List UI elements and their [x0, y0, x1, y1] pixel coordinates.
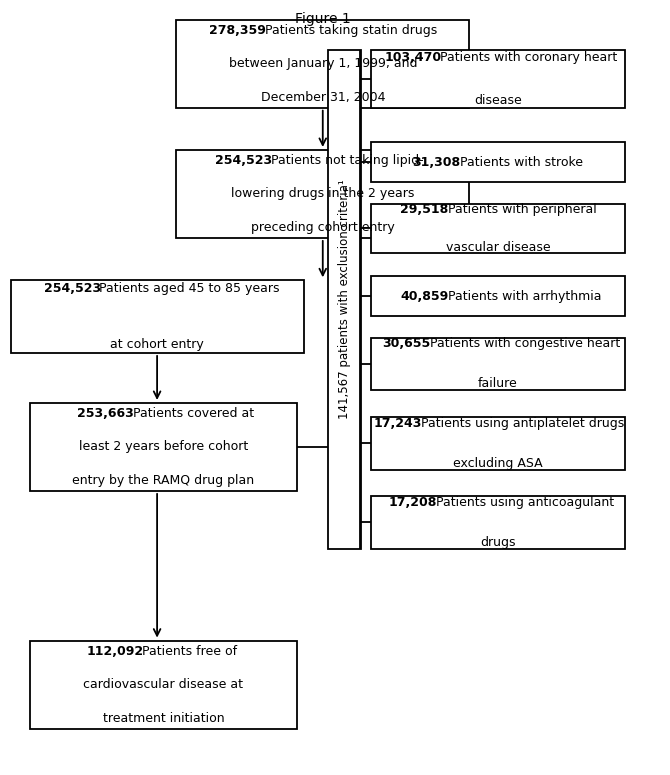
FancyBboxPatch shape	[11, 281, 304, 353]
FancyBboxPatch shape	[371, 204, 625, 253]
Text: lowering drugs in the 2 years: lowering drugs in the 2 years	[231, 188, 415, 201]
Text: 40,859: 40,859	[401, 290, 449, 303]
Text: Figure 1: Figure 1	[295, 12, 350, 26]
Text: drugs: drugs	[480, 536, 516, 549]
Text: Patients using antiplatelet drugs: Patients using antiplatelet drugs	[417, 417, 624, 430]
FancyBboxPatch shape	[371, 277, 625, 316]
FancyBboxPatch shape	[371, 50, 625, 108]
Text: 112,092: 112,092	[86, 645, 143, 657]
Text: disease: disease	[474, 95, 522, 107]
Text: least 2 years before cohort: least 2 years before cohort	[79, 440, 248, 453]
FancyBboxPatch shape	[371, 496, 625, 549]
Text: failure: failure	[478, 377, 518, 390]
Text: Patients taking statin drugs: Patients taking statin drugs	[261, 23, 437, 36]
Text: Patients with stroke: Patients with stroke	[456, 156, 584, 169]
Text: cardiovascular disease at: cardiovascular disease at	[84, 678, 243, 691]
FancyBboxPatch shape	[371, 142, 625, 182]
Text: Patients with coronary heart: Patients with coronary heart	[436, 50, 617, 64]
FancyBboxPatch shape	[176, 19, 469, 108]
Text: preceding cohort entry: preceding cohort entry	[251, 221, 395, 234]
Text: 254,523: 254,523	[44, 282, 100, 295]
Text: Patients using anticoagulant: Patients using anticoagulant	[432, 496, 614, 509]
Text: Patients with arrhythmia: Patients with arrhythmia	[444, 290, 602, 303]
Text: between January 1, 1999, and: between January 1, 1999, and	[228, 57, 417, 70]
Text: 254,523: 254,523	[215, 154, 273, 167]
FancyBboxPatch shape	[176, 150, 469, 238]
Text: vascular disease: vascular disease	[446, 241, 550, 254]
Text: Patients covered at: Patients covered at	[129, 407, 254, 420]
Text: 253,663: 253,663	[77, 407, 134, 420]
Text: 103,470: 103,470	[385, 50, 442, 64]
Text: treatment initiation: treatment initiation	[103, 711, 224, 725]
FancyBboxPatch shape	[29, 403, 297, 491]
FancyBboxPatch shape	[371, 338, 625, 390]
Text: entry by the RAMQ drug plan: entry by the RAMQ drug plan	[72, 474, 255, 487]
Text: 31,308: 31,308	[413, 156, 460, 169]
FancyBboxPatch shape	[29, 640, 297, 728]
Text: Patients aged 45 to 85 years: Patients aged 45 to 85 years	[95, 282, 279, 295]
Text: Patients free of: Patients free of	[137, 645, 237, 657]
Text: Patients not taking lipid-: Patients not taking lipid-	[267, 154, 423, 167]
FancyBboxPatch shape	[371, 418, 625, 470]
Text: 30,655: 30,655	[382, 337, 430, 350]
Text: 17,243: 17,243	[373, 417, 421, 430]
Text: Patients with congestive heart: Patients with congestive heart	[426, 337, 620, 350]
Text: 17,208: 17,208	[388, 496, 437, 509]
Text: at cohort entry: at cohort entry	[111, 338, 204, 351]
Text: Patients with peripheral: Patients with peripheral	[444, 203, 597, 216]
FancyBboxPatch shape	[328, 50, 361, 549]
Text: 141,567 patients with exclusion criteria¹: 141,567 patients with exclusion criteria…	[338, 180, 351, 419]
Text: 278,359: 278,359	[209, 23, 266, 36]
Text: December 31, 2004: December 31, 2004	[261, 91, 385, 104]
Text: excluding ASA: excluding ASA	[453, 456, 543, 470]
Text: 29,518: 29,518	[401, 203, 449, 216]
